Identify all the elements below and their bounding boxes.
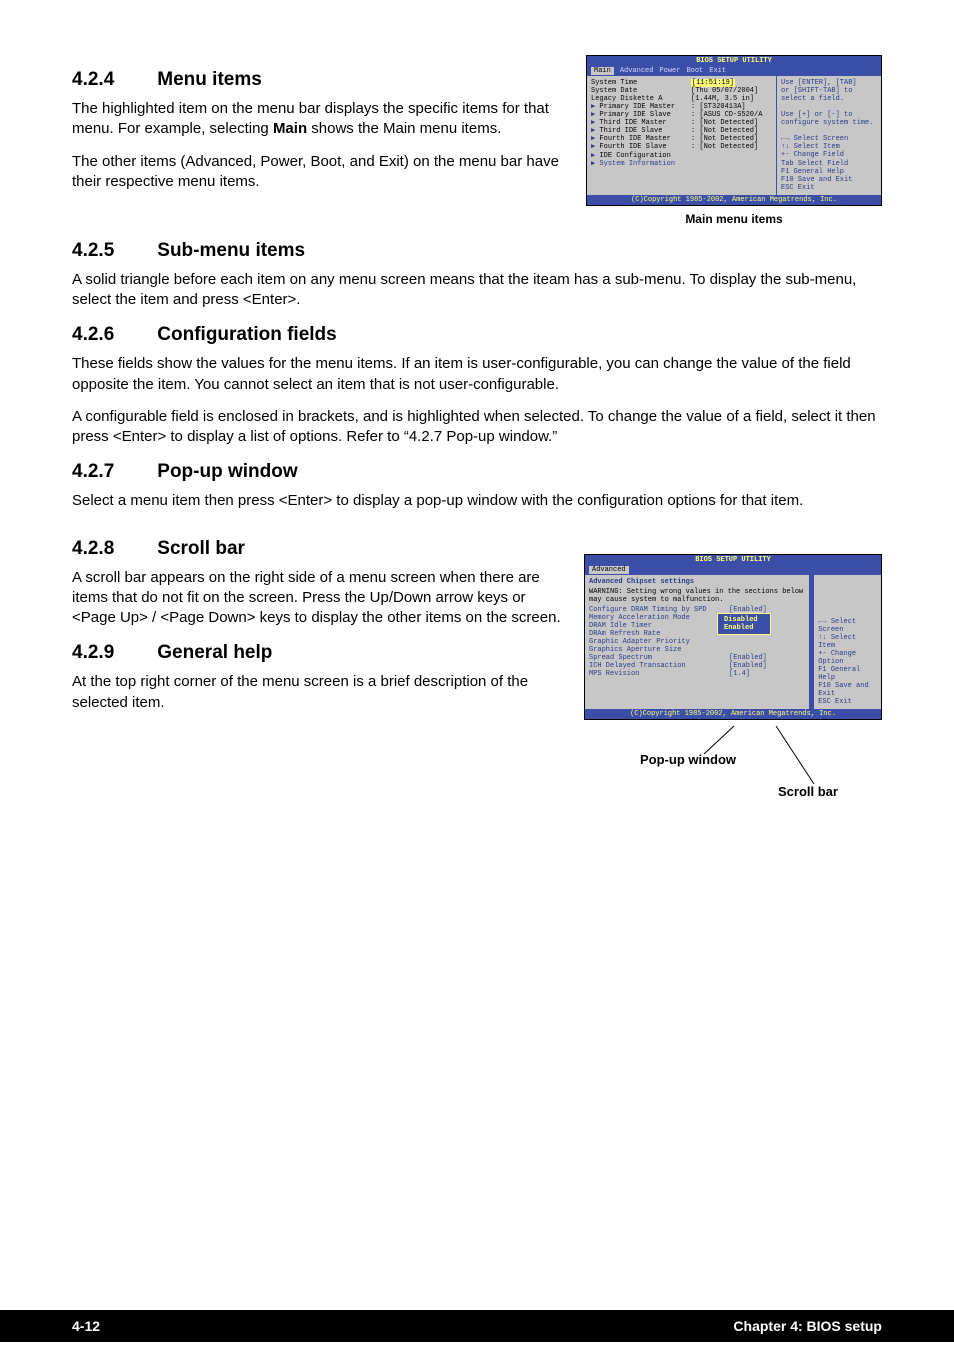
- tab-main: Main: [591, 67, 614, 75]
- caption-scroll: Scroll bar: [778, 784, 838, 799]
- bios-row: DRAM Idle Timer: [589, 622, 805, 630]
- tab-advanced: Advanced: [589, 566, 629, 574]
- para: These fields show the values for the men…: [72, 354, 882, 395]
- bios-screenshot-advanced: BIOS SETUP UTILITY Advanced Advanced Chi…: [584, 554, 882, 721]
- bios-screenshot-main: BIOS SETUP UTILITY Main Advanced Power Boot…: [586, 55, 882, 206]
- heading-4-2-5: 4.2.5 Sub-menu items: [72, 240, 882, 262]
- heading-4-2-9: 4.2.9 General help: [72, 642, 566, 664]
- heading-4-2-7: 4.2.7 Pop-up window: [72, 461, 882, 483]
- bios-copyright: (C)Copyright 1985-2002, American Megatre…: [585, 709, 881, 719]
- bios-tabs: Advanced: [585, 565, 881, 575]
- para: A solid triangle before each item on any…: [72, 270, 882, 311]
- bios-row: Legacy Diskette A[1.44M, 3.5 in]: [591, 95, 772, 103]
- tab-exit: Exit: [709, 67, 726, 75]
- bios-tabs: Main Advanced Power Boot Exit: [587, 66, 881, 76]
- bios-row: Graphic Adapter Priority: [589, 638, 805, 646]
- para: A configurable field is enclosed in brac…: [72, 407, 882, 448]
- tab-power: Power: [659, 67, 680, 75]
- bios-row: Primary IDE Slave: [ASUS CD-S520/A: [591, 111, 772, 119]
- para: The highlighted item on the menu bar dis…: [72, 99, 568, 140]
- heading-4-2-6: 4.2.6 Configuration fields: [72, 324, 882, 346]
- bios-row: Third IDE Master: [Not Detected]: [591, 119, 772, 127]
- bios-row: ICH Delayed Transaction[Enabled]: [589, 662, 805, 670]
- tab-advanced: Advanced: [620, 67, 654, 75]
- bios-row: Fourth IDE Slave: [Not Detected]: [591, 143, 772, 151]
- bios-copyright: (C)Copyright 1985-2002, American Megatre…: [587, 195, 881, 205]
- bios-row: Spread Spectrum[Enabled]: [589, 654, 805, 662]
- bios-row: Third IDE Slave: [Not Detected]: [591, 127, 772, 135]
- caption-main-menu: Main menu items: [586, 212, 882, 226]
- popup-window: DisabledEnabled: [717, 613, 771, 635]
- page-number: 4-12: [72, 1318, 100, 1334]
- bios-title: BIOS SETUP UTILITY: [587, 56, 881, 66]
- heading-4-2-8: 4.2.8 Scroll bar: [72, 538, 566, 560]
- bios-row: IDE Configuration: [591, 152, 772, 160]
- bios-row: Primary IDE Master: [ST320413A]: [591, 103, 772, 111]
- para: A scroll bar appears on the right side o…: [72, 568, 566, 629]
- bios-row: System Date[Thu 05/07/2004]: [591, 87, 772, 95]
- bios-row: Graphics Aperture Size: [589, 646, 805, 654]
- bios-row: System Time[11:51:19]: [591, 79, 772, 87]
- bios-title: BIOS SETUP UTILITY: [585, 555, 881, 565]
- chapter-title: Chapter 4: BIOS setup: [733, 1318, 882, 1334]
- para: At the top right corner of the menu scre…: [72, 672, 566, 713]
- para: The other items (Advanced, Power, Boot, …: [72, 152, 568, 193]
- page-footer: 4-12 Chapter 4: BIOS setup: [0, 1310, 954, 1342]
- sect-num: 4.2.4: [72, 69, 152, 91]
- caption-popup: Pop-up window: [640, 752, 736, 767]
- bios-row: System Information: [591, 160, 772, 168]
- para: Select a menu item then press <Enter> to…: [72, 491, 882, 511]
- bios-row: DRAm Refresh Rate: [589, 630, 805, 638]
- bios-row: Fourth IDE Master: [Not Detected]: [591, 135, 772, 143]
- tab-boot: Boot: [686, 67, 703, 75]
- callout-lines: [584, 726, 882, 816]
- heading-4-2-4: 4.2.4 Menu items: [72, 69, 568, 91]
- bios-row: Configure DRAM Timing by SPD[Enabled]: [589, 606, 805, 614]
- bios-row: Memory Acceleration Mode[Auto]: [589, 614, 805, 622]
- bios-row: MPS Revision[1.4]: [589, 670, 805, 678]
- sect-title: Menu items: [157, 69, 262, 90]
